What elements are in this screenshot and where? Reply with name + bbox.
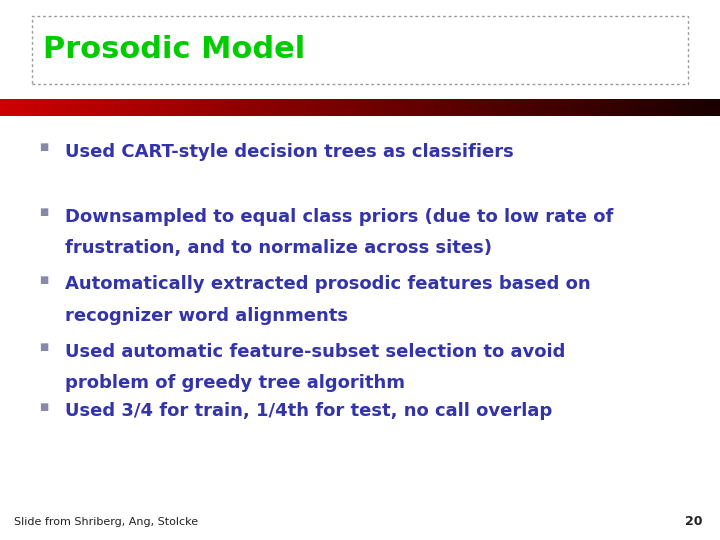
Text: ■: ■ bbox=[40, 207, 49, 217]
Text: ■: ■ bbox=[40, 402, 49, 411]
Text: ■: ■ bbox=[40, 275, 49, 285]
Text: Prosodic Model: Prosodic Model bbox=[43, 36, 305, 64]
Text: Slide from Shriberg, Ang, Stolcke: Slide from Shriberg, Ang, Stolcke bbox=[14, 517, 199, 527]
Text: problem of greedy tree algorithm: problem of greedy tree algorithm bbox=[65, 374, 405, 392]
Text: ■: ■ bbox=[40, 342, 49, 352]
Text: frustration, and to normalize across sites): frustration, and to normalize across sit… bbox=[65, 239, 492, 257]
Text: Used CART-style decision trees as classifiers: Used CART-style decision trees as classi… bbox=[65, 143, 513, 161]
Text: 20: 20 bbox=[685, 515, 702, 528]
Text: Used automatic feature-subset selection to avoid: Used automatic feature-subset selection … bbox=[65, 343, 565, 361]
Text: Used 3/4 for train, 1/4th for test, no call overlap: Used 3/4 for train, 1/4th for test, no c… bbox=[65, 402, 552, 420]
Text: ■: ■ bbox=[40, 143, 49, 152]
Text: Automatically extracted prosodic features based on: Automatically extracted prosodic feature… bbox=[65, 275, 590, 293]
Text: recognizer word alignments: recognizer word alignments bbox=[65, 307, 348, 325]
Text: Downsampled to equal class priors (due to low rate of: Downsampled to equal class priors (due t… bbox=[65, 208, 613, 226]
